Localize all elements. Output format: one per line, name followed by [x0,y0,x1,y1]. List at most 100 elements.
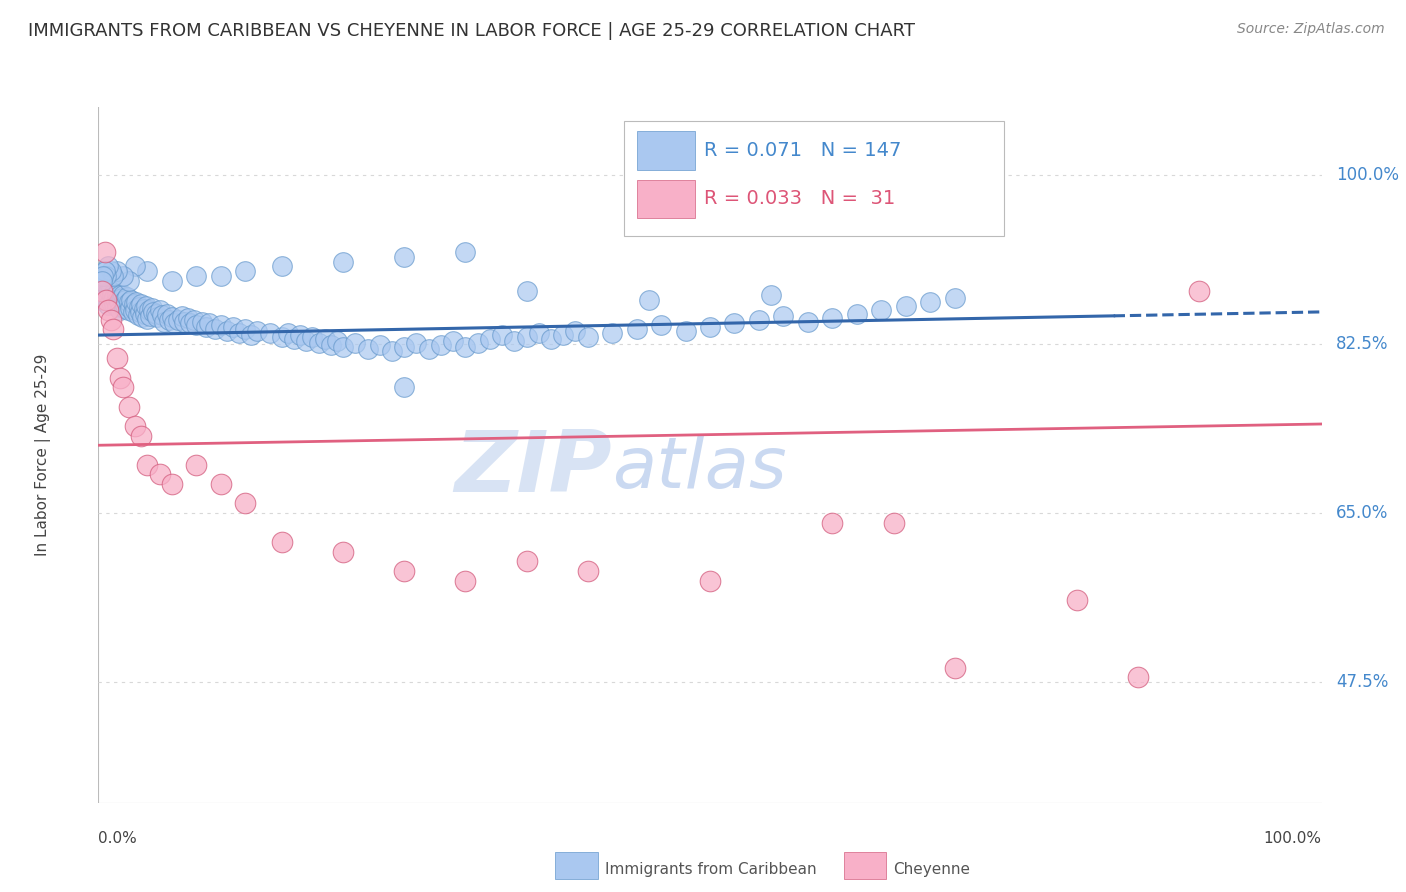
Point [141,301,163,315]
Point [146,310,169,324]
Text: R = 0.033   N =  31: R = 0.033 N = 31 [704,189,896,209]
Point [870,303,893,318]
Point [515,330,537,344]
Point [344,335,367,350]
Point [118,274,141,288]
Point [163,316,186,330]
Point [124,303,146,318]
Point [515,284,537,298]
Text: 100.0%: 100.0% [1336,166,1399,184]
Point [259,326,281,341]
Point [418,342,440,356]
Point [761,287,783,301]
Point [100,295,122,310]
Text: 65.0%: 65.0% [1336,504,1389,522]
Point [91,284,114,298]
Text: atlas: atlas [612,434,787,503]
Point [314,332,336,346]
Point [748,312,770,326]
Point [173,315,195,329]
Point [121,305,143,319]
Point [441,334,464,348]
Point [883,516,905,530]
Point [1128,670,1150,684]
Point [228,326,250,341]
Point [723,317,745,331]
Point [111,380,134,394]
Point [91,269,114,284]
Point [145,307,167,321]
Point [270,535,294,549]
Point [97,298,120,312]
Point [111,295,134,310]
Point [110,303,132,318]
Point [553,328,575,343]
Point [186,318,208,333]
Point [270,330,294,344]
Point [91,274,114,288]
Point [101,288,124,302]
Point [124,419,146,434]
Point [110,288,132,302]
Point [319,338,342,352]
Point [105,300,128,314]
FancyBboxPatch shape [624,121,1004,235]
Text: 0.0%: 0.0% [98,830,138,846]
Point [160,476,183,491]
Point [115,290,138,304]
Point [527,326,550,341]
Point [149,303,172,318]
Point [392,340,416,354]
Point [156,307,179,321]
Point [90,293,112,308]
Point [699,320,721,334]
Point [129,305,152,319]
Point [503,334,526,348]
Point [675,324,697,338]
Point [233,322,256,336]
Point [290,328,312,343]
Point [101,293,124,308]
Point [392,250,416,264]
Point [564,324,586,338]
FancyBboxPatch shape [637,180,696,219]
Point [183,312,205,326]
Point [135,299,157,313]
Point [240,328,263,343]
Point [93,287,115,301]
Point [179,317,201,331]
Point [118,400,141,414]
Point [797,315,820,329]
Point [134,307,156,321]
Point [215,324,238,338]
Point [637,293,661,308]
Point [129,297,152,311]
Point [478,332,501,346]
Point [131,310,153,324]
Point [94,293,117,308]
Point [308,335,330,350]
Point [209,318,232,333]
Point [97,303,120,318]
Point [177,310,200,325]
Point [576,564,599,578]
Point [93,244,115,259]
Point [454,244,477,259]
Text: IMMIGRANTS FROM CARIBBEAN VS CHEYENNE IN LABOR FORCE | AGE 25-29 CORRELATION CHA: IMMIGRANTS FROM CARIBBEAN VS CHEYENNE IN… [28,22,915,40]
Point [222,320,245,334]
Point [91,291,114,305]
Point [430,338,453,352]
Point [246,324,269,338]
Point [103,290,125,304]
Point [98,284,121,298]
Point [233,496,256,510]
Text: In Labor Force | Age 25-29: In Labor Force | Age 25-29 [35,354,52,556]
Point [943,291,966,305]
Point [392,564,416,578]
Point [540,332,562,346]
Point [772,309,794,323]
Point [94,269,117,284]
Point [101,269,124,284]
Point [136,264,159,278]
Text: Source: ZipAtlas.com: Source: ZipAtlas.com [1237,22,1385,37]
